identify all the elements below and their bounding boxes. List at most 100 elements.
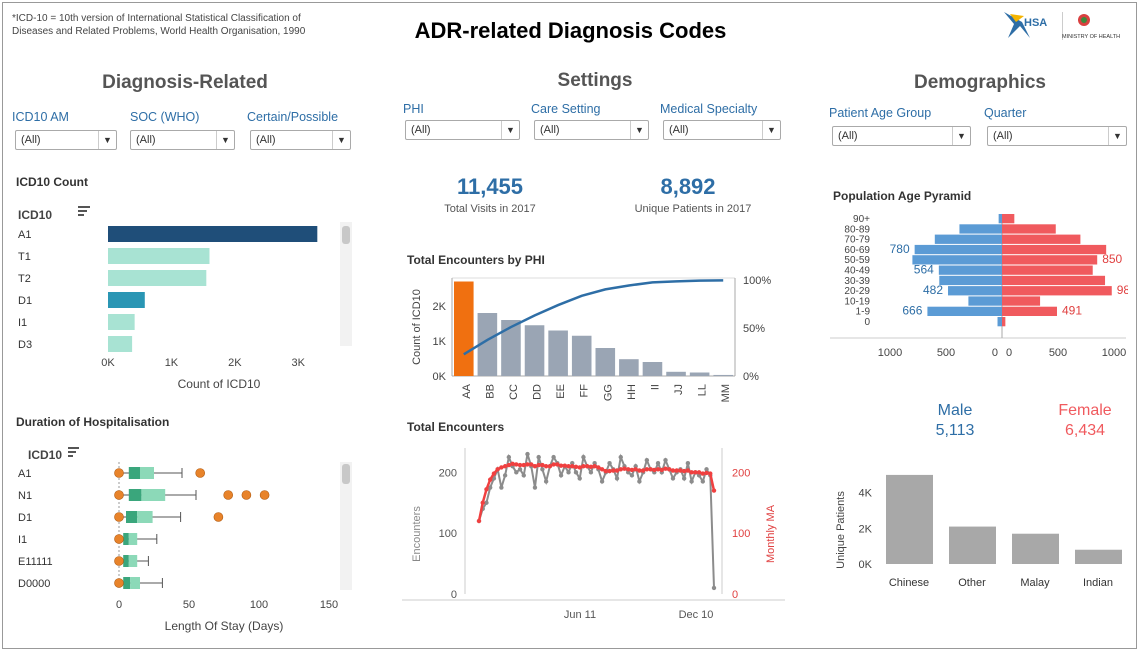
chevron-down-icon: ▼ — [332, 131, 350, 149]
box-upper — [137, 511, 153, 523]
encounters-point — [711, 585, 717, 591]
y-axis-label: Unique Patients — [835, 491, 847, 569]
x-tick-label: Dec 10 — [679, 609, 714, 621]
encounters-point — [540, 467, 545, 472]
male-data-label: 482 — [923, 283, 943, 297]
legend-header: ICD10 — [18, 208, 52, 222]
encounters-point — [599, 479, 605, 484]
box-lower — [128, 489, 142, 501]
moving-average-point — [607, 468, 612, 474]
female-bar — [1002, 296, 1041, 306]
encounters-point — [502, 473, 508, 478]
outlier-point — [259, 490, 270, 500]
moving-average-point — [517, 462, 523, 468]
filter-specialty-dropdown[interactable]: (All) ▼ — [663, 120, 781, 140]
moving-average-point — [540, 462, 545, 468]
moving-average-point — [581, 464, 586, 469]
encounters-point — [521, 473, 526, 478]
chevron-down-icon: ▼ — [1108, 127, 1126, 145]
x-tick-label: LL — [697, 384, 709, 396]
female-data-label: 980 — [1117, 283, 1128, 297]
x-tick-label: DD — [532, 384, 544, 400]
age-label: 90+ — [853, 214, 870, 225]
category-label: E11111 — [18, 556, 53, 568]
male-bar — [939, 275, 1002, 286]
male-bar — [938, 265, 1002, 275]
y2-tick-label: 100 — [732, 528, 750, 540]
bar — [477, 313, 498, 376]
footnote: *ICD-10 = 10th version of International … — [12, 13, 306, 37]
moving-average-point — [696, 470, 702, 475]
x-tick-label: 1000 — [878, 347, 902, 359]
x-tick-label: 150 — [320, 599, 338, 611]
moh-logo: MINISTRY OF HEALTH — [1062, 14, 1120, 40]
male-data-label: 780 — [890, 242, 910, 256]
x-tick-label: BB — [484, 384, 496, 399]
bar — [713, 374, 733, 376]
phi-pareto-chart: AA BB CC DD EE FF GG HH II JJ LL MM 0K 1K 2K 0% 50% 100% C… — [411, 275, 771, 402]
filter-agegroup-dropdown[interactable]: (All) ▼ — [832, 126, 971, 146]
age-label: 20-29 — [844, 286, 870, 297]
filter-label-care: Care Setting — [531, 102, 601, 116]
ethnicity-chart: Chinese Other Malay Indian 0K 2K 4K Unique Pati… — [835, 474, 1122, 589]
male-bar — [948, 286, 1002, 296]
encounters-point — [592, 461, 597, 466]
filter-label-agegroup: Patient Age Group — [829, 106, 932, 120]
encounters-point — [499, 485, 504, 490]
y-tick-label: 0 — [451, 589, 457, 601]
filter-quarter-dropdown[interactable]: (All) ▼ — [987, 126, 1127, 146]
female-bar — [1002, 286, 1112, 296]
moh-logo-text: MINISTRY OF HEALTH — [1062, 34, 1120, 40]
filter-soc-dropdown[interactable]: (All) ▼ — [130, 130, 235, 150]
moving-average-point — [480, 500, 485, 505]
moving-average-point — [640, 468, 646, 473]
sort-icon — [78, 206, 90, 208]
female-data-label: 850 — [1102, 252, 1122, 266]
filter-label-icd10am: ICD10 AM — [12, 110, 69, 124]
bar — [548, 330, 568, 376]
box-upper — [128, 533, 138, 545]
y-axis-label: Encounters — [411, 506, 423, 562]
moving-average-point — [708, 471, 713, 476]
bar — [454, 281, 474, 376]
box-upper — [140, 467, 154, 479]
moving-average-point — [689, 470, 694, 475]
chevron-down-icon: ▼ — [98, 131, 116, 149]
y2-axis-label: Monthly MA — [765, 504, 777, 563]
category-label: I1 — [18, 317, 27, 329]
moving-average-point — [510, 461, 515, 467]
age-label: 30-39 — [844, 276, 870, 287]
chart-title-icd10: ICD10 Count — [16, 175, 88, 189]
page-title: ADR-related Diagnosis Codes — [414, 18, 727, 43]
female-bar — [1002, 214, 1015, 224]
female-bar — [1002, 275, 1106, 286]
encounters-point — [517, 467, 523, 472]
filter-care-dropdown[interactable]: (All) ▼ — [534, 120, 649, 140]
encounters-point — [566, 470, 571, 475]
scrollbar-track — [340, 222, 352, 346]
filter-certain-dropdown[interactable]: (All) ▼ — [250, 130, 351, 150]
moving-average-point — [499, 465, 504, 470]
female-bar — [1002, 317, 1006, 327]
filter-icd10am-dropdown[interactable]: (All) ▼ — [15, 130, 117, 150]
moving-average-point — [711, 488, 717, 493]
male-bar — [927, 306, 1002, 316]
x-tick-label: 500 — [937, 347, 955, 359]
y2-tick-label: 0 — [732, 589, 738, 601]
scrollbar-thumb — [342, 464, 350, 484]
age-label: 1-9 — [856, 307, 871, 318]
filter-phi-dropdown[interactable]: (All) ▼ — [405, 120, 520, 140]
outlier-point — [114, 468, 124, 478]
moving-average-point — [693, 470, 698, 475]
moving-average-point — [592, 464, 597, 469]
age-label: 0 — [864, 317, 870, 328]
x-tick-label: 3K — [292, 357, 306, 369]
moving-average-point — [622, 466, 627, 471]
moving-average-point — [648, 467, 653, 472]
moving-average-point — [570, 464, 575, 469]
outlier-point — [114, 534, 124, 544]
filter-value: (All) — [993, 130, 1013, 142]
moving-average-point — [626, 467, 631, 472]
category-label: I1 — [18, 534, 27, 546]
x-tick-label: FF — [579, 384, 591, 398]
